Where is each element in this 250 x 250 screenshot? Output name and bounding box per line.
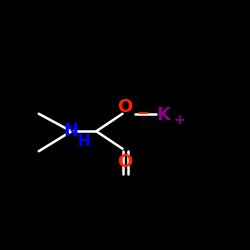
Text: O: O: [118, 98, 132, 116]
Text: O: O: [118, 153, 132, 171]
Text: K: K: [157, 106, 171, 124]
Text: +: +: [174, 114, 186, 128]
Text: N: N: [64, 122, 79, 140]
Text: H: H: [78, 134, 91, 150]
Text: −: −: [136, 106, 149, 120]
